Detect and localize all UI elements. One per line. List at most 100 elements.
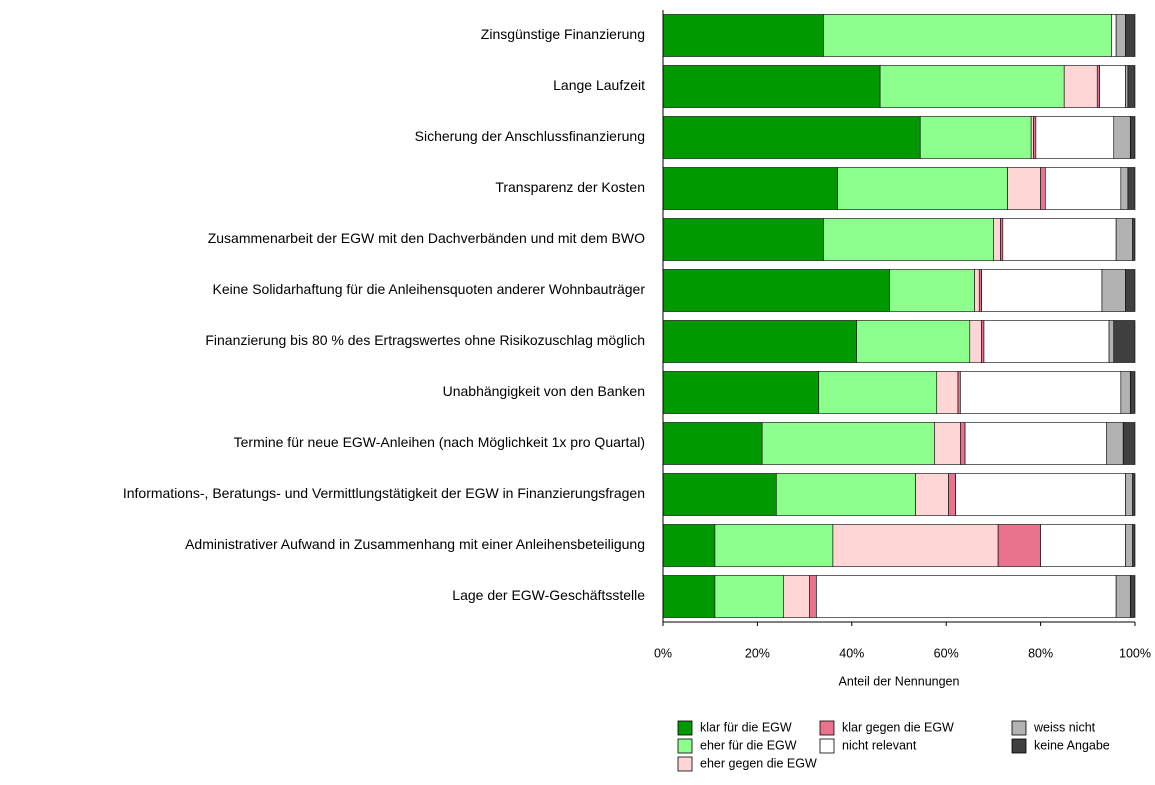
bar-segment [662, 218, 824, 261]
bar-segment [1040, 167, 1046, 210]
bar-segment [1125, 65, 1129, 108]
x-tick-label: 20% [745, 646, 770, 660]
bar-segment [662, 473, 777, 516]
bar-segment [960, 371, 1122, 414]
bar-segment [1129, 371, 1136, 414]
legend-label: eher gegen die EGW [700, 756, 817, 770]
bar-segment [889, 269, 975, 312]
legend-label: weiss nicht [1033, 720, 1096, 734]
x-tick-label: 80% [1028, 646, 1053, 660]
legend-swatch [1011, 738, 1027, 754]
bar-segment [832, 524, 999, 567]
bar-segment [662, 167, 838, 210]
bar-segment [662, 524, 716, 567]
bar-segment [1132, 218, 1136, 261]
bar-segment [783, 575, 810, 618]
bar-segment [997, 524, 1041, 567]
bar-segment [1000, 218, 1004, 261]
bar-segment [879, 65, 1065, 108]
bar-segment [662, 371, 820, 414]
bar-segment [1125, 269, 1136, 312]
bar-segment [1113, 320, 1136, 363]
bar-segment [1113, 116, 1131, 159]
legend-swatch [819, 720, 835, 736]
bar-segment [915, 473, 949, 516]
bar-segment [662, 575, 716, 618]
bar-segment [1101, 269, 1126, 312]
bar-segment [1106, 422, 1124, 465]
bar-segment [761, 422, 935, 465]
bar-segment [856, 320, 971, 363]
bar-segment [714, 575, 784, 618]
category-label: Zinsgünstige Finanzierung [481, 26, 645, 42]
bar-segment [1122, 422, 1136, 465]
category-label: Administrativer Aufwand in Zusammenhang … [185, 536, 645, 552]
bar-segment [1108, 320, 1115, 363]
bar-segment [816, 575, 1117, 618]
bar-segment [1063, 65, 1098, 108]
bar-segment [969, 320, 982, 363]
category-label: Finanzierung bis 80 % des Ertragswertes … [205, 332, 645, 348]
bar-segment [1125, 473, 1133, 516]
bar-segment [1129, 575, 1136, 618]
x-tick-label: 0% [654, 646, 672, 660]
bar-segment [662, 65, 881, 108]
bar-segment [1035, 116, 1115, 159]
bar-segment [936, 371, 959, 414]
legend-label: nicht relevant [842, 738, 917, 752]
bar-segment [1129, 116, 1136, 159]
category-label: Keine Solidarhaftung für die Anleihensqu… [213, 281, 646, 297]
bar-segment [714, 524, 834, 567]
bar-segment [983, 320, 1110, 363]
x-tick-label: 100% [1119, 646, 1151, 660]
bar-segment [1096, 65, 1100, 108]
category-label: Zusammenarbeit der EGW mit den Dachverbä… [208, 230, 645, 246]
bar-segment [662, 14, 824, 57]
legend-swatch [819, 738, 835, 754]
bar-segment [957, 371, 961, 414]
category-label: Transparenz der Kosten [495, 179, 645, 195]
bar-segment [981, 269, 1103, 312]
bar-segment [1125, 14, 1136, 57]
bar-segment [974, 269, 980, 312]
bar-segment [960, 422, 966, 465]
bar-segment [964, 422, 1107, 465]
bar-segment [823, 14, 1112, 57]
bar-segment [1030, 116, 1034, 159]
bar-segment [662, 422, 763, 465]
bar-segment [1099, 65, 1126, 108]
bar-segment [1132, 473, 1136, 516]
bar-segment [919, 116, 1032, 159]
legend-label: klar für die EGW [700, 720, 792, 734]
bar-segment [1045, 167, 1122, 210]
bar-segment [1127, 167, 1136, 210]
bar-segment [1132, 524, 1136, 567]
bar-segment [993, 218, 1001, 261]
bar-segment [981, 320, 985, 363]
category-label: Sicherung der Anschlussfinanzierung [415, 128, 645, 144]
bar-segment [837, 167, 1008, 210]
bar-segment [1040, 524, 1126, 567]
bar-segment [1125, 524, 1133, 567]
x-tick-label: 40% [839, 646, 864, 660]
bar-segment [1115, 575, 1131, 618]
legend-swatch [677, 756, 693, 772]
bar-segment [934, 422, 961, 465]
bar-segment [662, 116, 921, 159]
bar-segment [823, 218, 994, 261]
category-label: Unabhängigkeit von den Banken [443, 383, 645, 399]
bar-segment [1115, 218, 1133, 261]
bar-segment [1120, 371, 1131, 414]
bar-segment [948, 473, 956, 516]
bar-segment [1002, 218, 1117, 261]
legend-swatch [677, 720, 693, 736]
bar-segment [1007, 167, 1041, 210]
x-tick-label: 60% [934, 646, 959, 660]
bar-segment [662, 320, 857, 363]
legend-swatch [677, 738, 693, 754]
category-label: Lange Laufzeit [553, 77, 645, 93]
bar-segment [775, 473, 916, 516]
bar-segment [955, 473, 1126, 516]
bar-segment [818, 371, 938, 414]
